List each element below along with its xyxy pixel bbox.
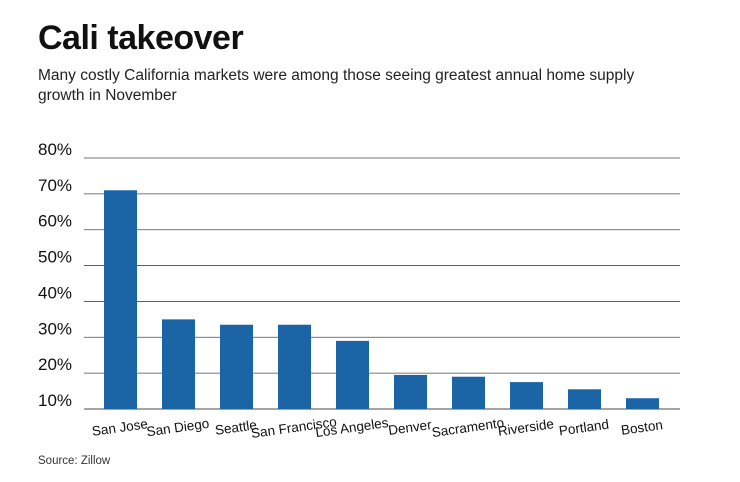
y-tick-label: 70% [38, 176, 72, 195]
bar [626, 398, 659, 409]
y-tick-label: 10% [38, 391, 72, 410]
bars [104, 190, 659, 409]
y-tick-label: 40% [38, 283, 72, 302]
bar [220, 324, 253, 409]
y-axis-ticks: 10% 20% 30% 40% 50% 60% 70% 80% [38, 140, 72, 410]
y-tick-label: 60% [38, 212, 72, 231]
source-note: Source: Zillow [38, 455, 111, 467]
bar [162, 319, 195, 409]
chart-subtitle: Many costly California markets were amon… [38, 67, 635, 104]
bar [104, 190, 137, 409]
x-tick-label: Denver [387, 417, 433, 438]
bar [510, 382, 543, 409]
bar [568, 389, 601, 409]
y-tick-label: 20% [38, 355, 72, 374]
bar [336, 340, 369, 409]
x-tick-label: Sacramento [431, 415, 505, 440]
x-tick-label: Portland [558, 417, 610, 439]
bar [452, 376, 485, 409]
bar [278, 324, 311, 409]
x-tick-label: Riverside [497, 416, 555, 439]
bar [394, 374, 427, 409]
x-tick-label: San Jose [91, 416, 149, 439]
y-tick-label: 50% [38, 248, 72, 267]
x-tick-label: San Diego [146, 416, 211, 440]
y-tick-label: 30% [38, 319, 72, 338]
chart-title: Cali takeover [38, 19, 244, 57]
y-tick-label: 80% [38, 140, 72, 159]
x-tick-label: Boston [620, 417, 664, 438]
x-tick-label: Seattle [214, 417, 258, 438]
